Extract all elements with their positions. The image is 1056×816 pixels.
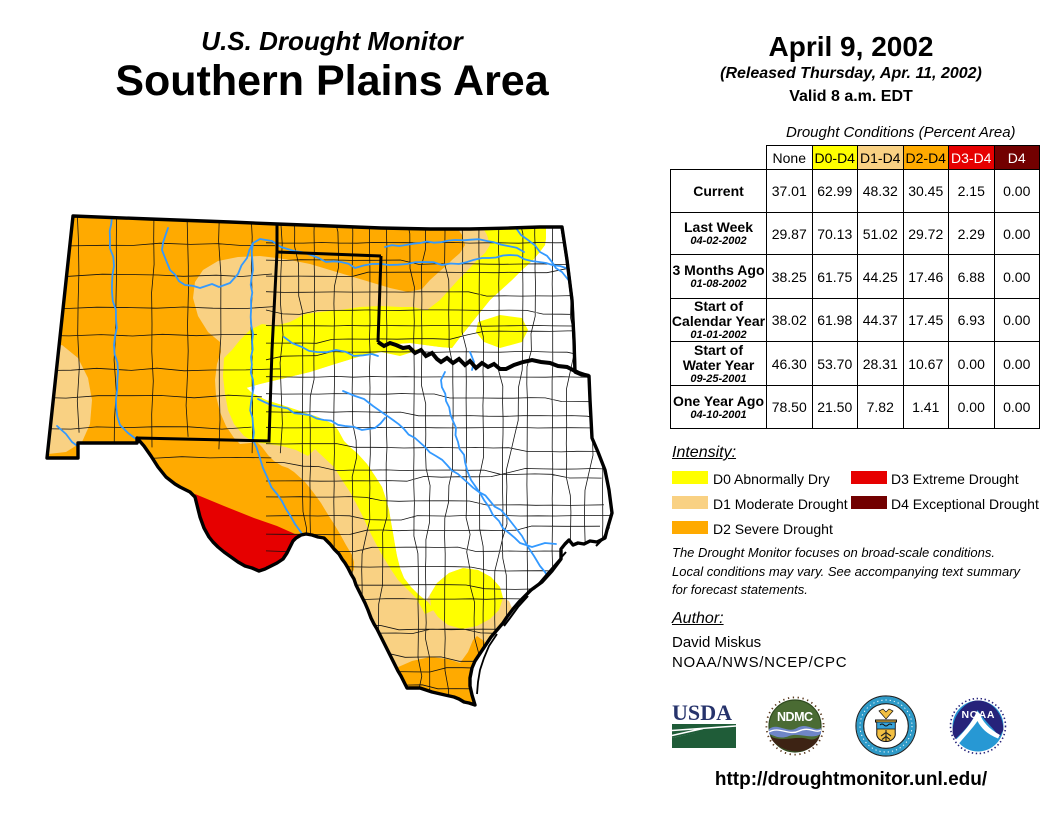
svg-text:USDA: USDA bbox=[672, 700, 732, 725]
svg-text:NOAA: NOAA bbox=[962, 709, 995, 721]
svg-text:NDMC: NDMC bbox=[777, 710, 813, 724]
